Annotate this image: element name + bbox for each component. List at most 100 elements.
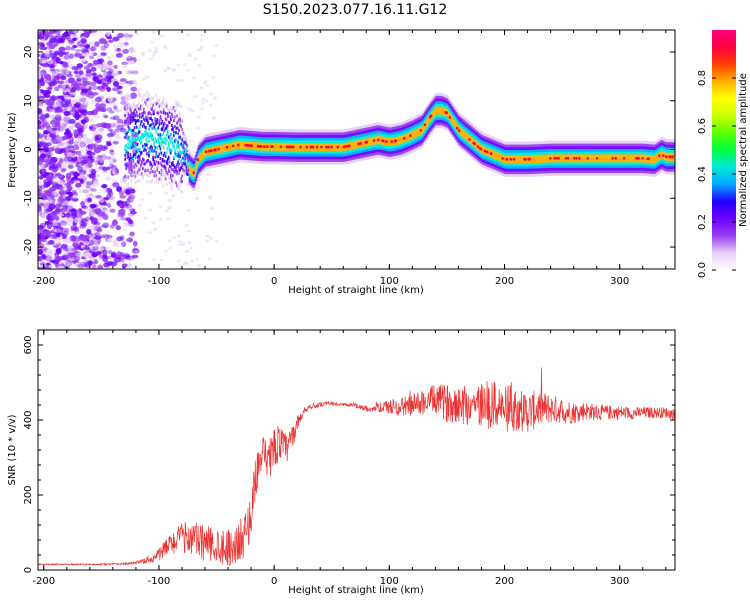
spectrogram-peak [299, 145, 303, 149]
spectrogram-cell [151, 53, 156, 57]
spectrogram-cell [105, 122, 112, 130]
spectrogram-cell [193, 187, 196, 191]
spectrogram-cell [54, 147, 61, 154]
spectrogram-cell [162, 44, 167, 48]
spectrogram-cell [136, 114, 139, 118]
spectrogram-cell [93, 243, 99, 248]
spectrogram-cell [173, 119, 175, 123]
spectrogram-cell [121, 241, 127, 248]
spectrogram-cell [143, 173, 145, 177]
spectrogram-cell [102, 166, 108, 172]
spectrogram-cell [56, 80, 65, 85]
spectrogram-cell [128, 83, 133, 87]
spectrogram-cell [128, 255, 135, 261]
spectrogram-cell [41, 89, 50, 96]
spectrogram-cell [126, 134, 129, 138]
figure-title: S150.2023.077.16.11.G12 [263, 2, 448, 18]
spectrogram-cell [127, 182, 130, 186]
spectrogram-cell [178, 162, 180, 166]
spectrogram-cell [177, 132, 179, 136]
spectrogram-cell [145, 148, 147, 152]
spectrogram-cell [161, 138, 164, 142]
spectrogram-cell [138, 178, 141, 182]
spectrogram-cell [94, 41, 100, 47]
spectrogram-cell [178, 186, 180, 190]
spectrogram-cell [39, 212, 46, 219]
spectrogram-cell [98, 157, 106, 163]
spectrogram-cell [178, 146, 180, 150]
spectrogram-cell [94, 168, 102, 172]
spectrogram-cell [173, 144, 175, 148]
spectrogram-cell [93, 130, 100, 135]
spectrogram-cell [100, 45, 107, 51]
spectrogram-cell [130, 143, 133, 147]
spectrogram-cell [68, 140, 74, 145]
spectrogram-cell [113, 96, 119, 101]
spectrogram-cell [51, 80, 58, 85]
spectrogram-cell [168, 181, 171, 185]
spectrogram-cell [147, 159, 149, 163]
spectrogram-cell [129, 170, 132, 174]
spectrogram-cell [176, 259, 181, 263]
spectrogram-cell [40, 114, 46, 122]
spectrogram-cell [147, 132, 149, 136]
spectrogram-cell [45, 262, 51, 266]
spectrogram-cell [74, 109, 82, 114]
spectrogram-cell [118, 190, 124, 196]
spectrogram-cell [211, 54, 216, 58]
spectrogram-cell [73, 129, 79, 136]
spectrogram-cell [67, 164, 74, 169]
spectrogram-cell [40, 262, 46, 266]
spectrogram-cell [73, 103, 81, 108]
spectrogram-peak [372, 139, 376, 142]
spectrogram-cell [57, 166, 62, 170]
spectrogram-peak [231, 144, 235, 148]
spectrogram-cell [135, 164, 138, 168]
spectrogram-cell [91, 264, 97, 269]
spectrogram-cell [186, 32, 191, 36]
spectrogram-cell [156, 168, 159, 172]
spectrogram-cell [179, 155, 181, 159]
spectrogram-cell [161, 102, 164, 106]
spectrogram-cell [66, 134, 72, 140]
spectrogram-cell [60, 75, 67, 81]
spectrogram-cell [181, 242, 186, 246]
spectrogram-cell [91, 252, 99, 257]
spectrogram-cell [180, 122, 182, 126]
spectrogram-cell [106, 202, 112, 208]
spectrogram-cell [180, 124, 182, 128]
spectrogram-cell [123, 221, 131, 227]
spectrogram-cell [124, 190, 132, 195]
spectrogram-cell [133, 240, 138, 247]
spectrogram-cell [152, 258, 157, 262]
spectrogram-cell [199, 45, 204, 49]
spectrogram-cell [173, 130, 175, 134]
spectrogram-cell [143, 158, 145, 162]
spectrogram-cell [88, 40, 95, 46]
spectrogram-peak [347, 144, 351, 148]
spectrogram-cell [141, 52, 146, 56]
spectrogram-cell [66, 106, 72, 111]
spectrogram-cell [178, 102, 180, 106]
spectrogram-cell [213, 96, 218, 100]
spectrogram-cell [109, 116, 117, 120]
spectrogram-cell [106, 55, 112, 60]
spectrogram-cell [200, 97, 205, 101]
spectrogram-cell [79, 220, 85, 227]
spectrogram-cell [133, 170, 136, 174]
spectrogram-cell [145, 75, 150, 79]
spectrogram-cell [79, 210, 87, 215]
spectrogram-cell [112, 140, 119, 145]
spectrogram-cell [181, 180, 184, 184]
spectrogram-cell [71, 37, 77, 42]
spectrogram-cell [181, 118, 184, 122]
spectrogram-peak [336, 145, 340, 149]
spectrogram-cell [145, 168, 147, 172]
spectrogram-cell [53, 134, 60, 138]
spectrogram-cell [127, 55, 132, 59]
spectrogram-cell [159, 147, 162, 151]
spectrogram-cell [106, 238, 113, 243]
spectrogram-cell [47, 240, 55, 245]
spectrogram-cell [159, 175, 162, 179]
spectrogram-cell [148, 174, 150, 178]
